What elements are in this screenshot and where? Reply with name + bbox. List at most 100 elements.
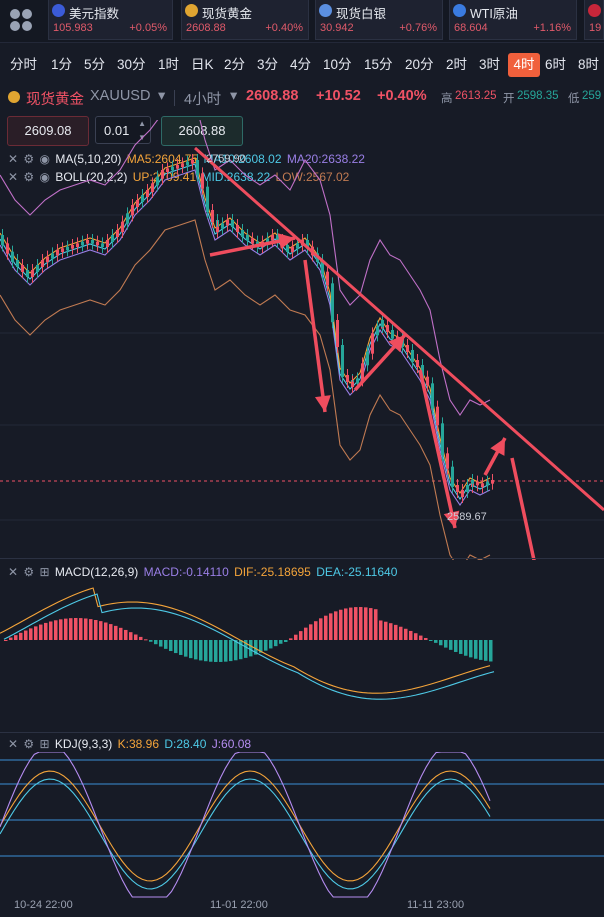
macd-bar [244,640,248,658]
eye-icon[interactable]: ◉ [39,152,50,166]
candle [26,270,29,277]
tab-period[interactable]: 8时 [578,57,600,72]
ticker-item-partial[interactable]: 19 [584,0,604,40]
tab-period[interactable]: 2分 [224,57,246,72]
candlestick-chart[interactable]: 2589.67 2759.90 [0,120,604,560]
sell-price-button[interactable]: 2609.08 [7,116,89,146]
close-icon[interactable]: ✕ [8,565,19,579]
macd-bar [419,635,423,640]
close-icon[interactable]: ✕ [8,737,19,751]
eye-icon[interactable]: ◉ [39,170,50,184]
macd-legend: ✕ ⚙ ⊞ MACD(12,26,9) MACD:-0.14110 DIF:-2… [8,565,398,579]
candle [151,183,154,192]
macd-bar [89,619,93,640]
macd-bar [349,607,353,640]
candle [211,210,214,222]
tab-period[interactable]: 30分 [117,57,146,72]
candle [346,375,349,382]
tab-period[interactable]: 1时 [158,57,180,72]
expand-icon[interactable]: ⊞ [39,565,50,579]
candle [336,320,339,347]
macd-bar [184,640,188,657]
macd-bar [164,640,168,649]
macd-bar [169,640,173,652]
macd-bar [339,609,343,640]
macd-bar [454,640,458,652]
candle [196,160,199,176]
macd-bar [274,640,278,647]
expand-icon[interactable]: ⊞ [39,737,50,751]
macd-bar [314,621,318,640]
macd-bar [234,640,238,661]
chevron-down-icon[interactable]: ▾ [158,88,166,104]
candle [296,243,299,249]
candle [136,200,139,207]
tab-period[interactable]: 3时 [479,57,501,72]
candle [201,173,204,189]
tab-period[interactable]: 日K [191,57,214,72]
candle [291,246,294,252]
macd-bar [324,615,328,640]
divider [0,558,604,559]
tab-period[interactable]: 5分 [84,57,106,72]
macd-bar [149,640,153,642]
ticker-item-usd-index[interactable]: 美元指数 105.983 +0.05% [48,0,173,40]
settings-icon[interactable]: ⚙ [23,152,35,166]
ma5-line [0,157,491,494]
macd-bar [279,640,283,644]
settings-icon[interactable]: ⚙ [23,565,35,579]
ticker-item-spot-gold[interactable]: 现货黄金 2608.88 +0.40% [181,0,309,40]
candle [56,250,59,256]
tab-period[interactable]: 3分 [257,57,279,72]
candle [116,230,119,237]
tab-period-active[interactable]: 4时 [508,53,540,77]
ticker-item-wti-oil[interactable]: WTI原油 68.604 +1.16% [449,0,577,40]
candle [46,256,49,262]
tab-period[interactable]: 15分 [364,57,393,72]
candle [186,161,189,166]
macd-bar [189,640,193,659]
tab-period[interactable]: 2时 [446,57,468,72]
settings-icon[interactable]: ⚙ [23,170,35,184]
macd-bar [294,634,298,640]
close-icon[interactable]: ✕ [8,152,19,166]
candle [111,235,114,242]
tab-period[interactable]: 6时 [545,57,567,72]
app-logo-icon[interactable] [0,0,42,42]
candle [216,226,219,232]
candle [491,480,494,484]
candle [321,260,324,274]
time-axis-label: 11-11 23:00 [407,899,465,911]
macd-bar [259,640,263,653]
candle [106,240,109,247]
macd-bar [24,630,28,640]
tab-period[interactable]: 4分 [290,57,312,72]
tab-period[interactable]: 1分 [51,57,73,72]
tab-period[interactable]: 10分 [323,57,352,72]
j-line [0,752,491,898]
symbol-name[interactable]: 现货黄金 [26,92,84,108]
interval-selector[interactable]: 4小时 [184,92,222,108]
chevron-down-icon[interactable]: ▾ [230,88,238,104]
macd-bar [264,640,268,651]
us-flag-icon [52,4,65,17]
tab-period[interactable]: 20分 [405,57,434,72]
high-value: 2613.25 [455,90,497,102]
candle [126,213,129,224]
macd-bar [64,618,68,640]
buy-price-button[interactable]: 2608.88 [161,116,243,146]
close-icon[interactable]: ✕ [8,170,19,184]
candle [166,168,169,172]
macd-bar [289,638,293,640]
macd-bar [319,618,323,640]
settings-icon[interactable]: ⚙ [23,737,35,751]
macd-chart[interactable] [0,580,604,730]
candle [241,230,244,237]
kdj-chart[interactable] [0,752,604,900]
candle [161,170,164,179]
candle [231,220,234,227]
ticker-item-spot-silver[interactable]: 现货白银 30.942 +0.76% [315,0,443,40]
candle [76,243,79,247]
stepper-up-icon[interactable]: ▲ [138,119,146,128]
tab-period[interactable]: 分时 [10,57,37,72]
